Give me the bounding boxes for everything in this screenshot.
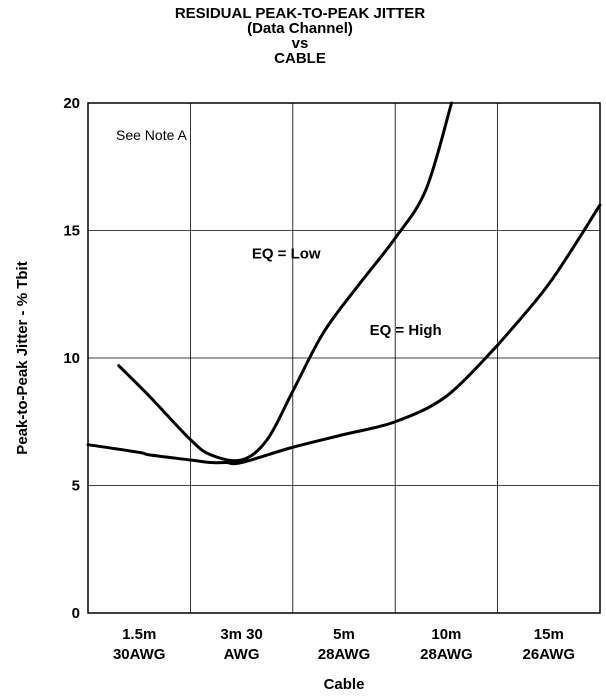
x-tick-label: 28AWG	[420, 646, 473, 663]
series-label-eq-high: EQ = High	[370, 322, 442, 339]
x-tick-label: 28AWG	[318, 646, 371, 663]
series-line-0	[117, 101, 454, 463]
y-ticks: 0 5 10 15 20	[63, 95, 80, 622]
x-tick-label: 26AWG	[523, 646, 576, 663]
grid	[88, 103, 600, 613]
y-tick-label: 20	[63, 95, 80, 112]
title-line-3: vs	[291, 35, 309, 52]
x-tick-label: 10m	[431, 626, 461, 643]
title-line-1: RESIDUAL PEAK-TO-PEAK JITTER	[174, 5, 426, 22]
x-tick-label: 30AWG	[113, 646, 166, 663]
x-ticks: 1.5m 30AWG 3m 30 AWG 5m 28AWG 10m 28AWG 15m 26AWG	[113, 626, 575, 663]
chart-title: RESIDUAL PEAK-TO-PEAK JITTER (Data Chann…	[90, 6, 510, 66]
series-line-1	[86, 343, 500, 466]
x-axis-label: Cable	[324, 676, 365, 693]
y-tick-label: 10	[63, 350, 80, 367]
y-tick-label: 0	[72, 605, 80, 622]
plot-frame	[87, 102, 601, 614]
x-tick-label: 5m	[333, 626, 355, 643]
title-line-4: CABLE	[274, 50, 326, 67]
series-label-eq-low: EQ = Low	[252, 246, 321, 263]
x-tick-label: 1.5m	[122, 626, 156, 643]
y-tick-label: 5	[72, 478, 80, 495]
series-line-2	[496, 203, 602, 347]
x-tick-label: 15m	[534, 626, 564, 643]
x-tick-label: 3m 30	[220, 626, 263, 643]
x-tick-label: AWG	[224, 646, 260, 663]
curves	[86, 101, 602, 466]
note-text: See Note A	[116, 127, 187, 143]
y-axis-label: Peak-to-Peak Jitter - % Tbit	[14, 261, 31, 454]
title-line-2: (Data Channel)	[247, 20, 353, 37]
y-tick-label: 15	[63, 223, 80, 240]
